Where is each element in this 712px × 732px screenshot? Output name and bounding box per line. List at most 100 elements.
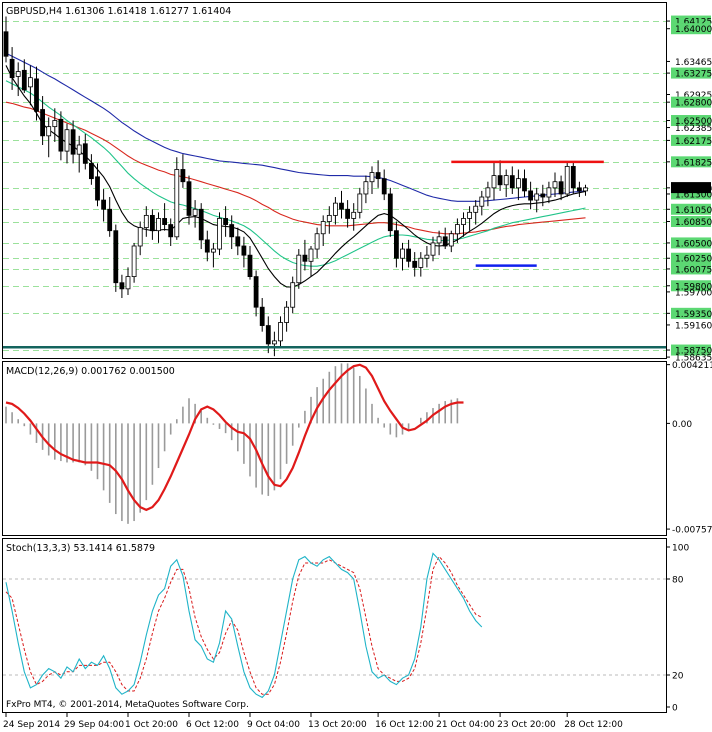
bull-candle[interactable] bbox=[436, 236, 442, 244]
bull-candle[interactable] bbox=[137, 227, 143, 247]
bear-candle[interactable] bbox=[21, 69, 27, 91]
bear-candle[interactable] bbox=[339, 202, 344, 210]
bear-candle[interactable] bbox=[40, 109, 45, 137]
bear-candle[interactable] bbox=[577, 187, 582, 192]
bull-candle[interactable] bbox=[418, 257, 424, 268]
bull-candle[interactable] bbox=[156, 218, 161, 232]
bull-candle[interactable] bbox=[174, 169, 180, 238]
bear-candle[interactable] bbox=[70, 129, 76, 155]
bear-candle[interactable] bbox=[89, 162, 94, 180]
price-level-tag bbox=[671, 96, 711, 108]
bull-candle[interactable] bbox=[278, 322, 283, 342]
bear-candle[interactable] bbox=[82, 143, 88, 164]
bear-candle[interactable] bbox=[558, 181, 564, 195]
bear-candle[interactable] bbox=[95, 176, 100, 201]
bear-candle[interactable] bbox=[101, 199, 106, 210]
bull-candle[interactable] bbox=[271, 340, 277, 345]
bull-candle[interactable] bbox=[430, 242, 436, 256]
bear-candle[interactable] bbox=[387, 193, 393, 232]
bear-candle[interactable] bbox=[223, 218, 229, 225]
bear-candle[interactable] bbox=[265, 325, 271, 345]
bull-candle[interactable] bbox=[534, 193, 540, 201]
bull-candle[interactable] bbox=[76, 144, 82, 155]
bear-candle[interactable] bbox=[570, 166, 576, 189]
bear-candle[interactable] bbox=[528, 190, 533, 201]
bull-candle[interactable] bbox=[192, 208, 198, 216]
bull-candle[interactable] bbox=[326, 214, 332, 222]
bear-candle[interactable] bbox=[34, 78, 39, 112]
bear-candle[interactable] bbox=[497, 175, 503, 186]
bear-candle[interactable] bbox=[442, 236, 448, 247]
bull-candle[interactable] bbox=[320, 221, 326, 235]
bull-candle[interactable] bbox=[424, 254, 430, 259]
candlesticks[interactable] bbox=[3, 16, 588, 357]
bear-candle[interactable] bbox=[186, 181, 192, 216]
bull-candle[interactable] bbox=[564, 166, 570, 195]
bear-candle[interactable] bbox=[149, 214, 155, 232]
bear-candle[interactable] bbox=[204, 239, 210, 253]
bear-candle[interactable] bbox=[241, 245, 247, 256]
bear-candle[interactable] bbox=[540, 193, 546, 198]
bull-candle[interactable] bbox=[314, 233, 320, 250]
bull-candle[interactable] bbox=[448, 233, 454, 247]
bull-candle[interactable] bbox=[64, 129, 70, 152]
bull-candle[interactable] bbox=[400, 248, 405, 259]
bull-candle[interactable] bbox=[491, 175, 497, 189]
bear-candle[interactable] bbox=[162, 218, 168, 225]
bull-candle[interactable] bbox=[290, 282, 296, 308]
bear-candle[interactable] bbox=[229, 224, 235, 238]
support-resistance-lines[interactable] bbox=[3, 160, 666, 349]
bull-candle[interactable] bbox=[461, 218, 466, 225]
bear-candle[interactable] bbox=[119, 282, 125, 290]
bull-candle[interactable] bbox=[284, 306, 290, 323]
bear-candle[interactable] bbox=[302, 254, 308, 262]
bear-candle[interactable] bbox=[509, 175, 515, 189]
bull-candle[interactable] bbox=[357, 193, 363, 213]
bull-candle[interactable] bbox=[369, 172, 375, 183]
bull-candle[interactable] bbox=[131, 245, 137, 277]
bull-candle[interactable] bbox=[217, 218, 222, 250]
bear-candle[interactable] bbox=[198, 208, 204, 241]
bear-candle[interactable] bbox=[259, 306, 265, 326]
bull-candle[interactable] bbox=[503, 175, 509, 186]
bear-candle[interactable] bbox=[168, 224, 174, 238]
bear-candle[interactable] bbox=[58, 118, 64, 152]
bear-candle[interactable] bbox=[412, 260, 418, 268]
bear-candle[interactable] bbox=[247, 254, 253, 277]
bear-candle[interactable] bbox=[522, 178, 527, 192]
stoch-panel-title: Stoch(13,3,3) 53.1414 61.5879 bbox=[6, 543, 155, 554]
bull-candle[interactable] bbox=[546, 187, 552, 198]
bear-candle[interactable] bbox=[253, 276, 259, 308]
bull-candle[interactable] bbox=[210, 248, 216, 253]
bull-candle[interactable] bbox=[583, 187, 588, 192]
bull-candle[interactable] bbox=[552, 181, 558, 189]
bear-candle[interactable] bbox=[375, 172, 381, 180]
bull-candle[interactable] bbox=[473, 205, 479, 213]
bull-candle[interactable] bbox=[52, 120, 58, 128]
bull-candle[interactable] bbox=[479, 196, 485, 207]
bear-candle[interactable] bbox=[393, 230, 399, 259]
bull-candle[interactable] bbox=[516, 178, 521, 189]
bear-candle[interactable] bbox=[107, 208, 113, 232]
bear-candle[interactable] bbox=[9, 58, 15, 79]
bull-candle[interactable] bbox=[125, 276, 131, 290]
bull-candle[interactable] bbox=[143, 214, 149, 229]
bull-candle[interactable] bbox=[454, 224, 460, 235]
bear-candle[interactable] bbox=[345, 208, 351, 219]
bull-candle[interactable] bbox=[46, 126, 52, 137]
bull-candle[interactable] bbox=[308, 248, 314, 262]
bull-candle[interactable] bbox=[467, 211, 473, 219]
bear-candle[interactable] bbox=[3, 31, 9, 57]
bull-candle[interactable] bbox=[363, 181, 369, 195]
bull-candle[interactable] bbox=[351, 211, 357, 219]
bear-candle[interactable] bbox=[406, 248, 412, 262]
bull-candle[interactable] bbox=[332, 202, 338, 216]
bear-candle[interactable] bbox=[113, 230, 119, 284]
bull-candle[interactable] bbox=[485, 187, 491, 198]
bull-candle[interactable] bbox=[296, 254, 302, 284]
bear-candle[interactable] bbox=[180, 169, 186, 183]
bull-candle[interactable] bbox=[27, 77, 33, 88]
bear-candle[interactable] bbox=[235, 236, 241, 247]
bull-candle[interactable] bbox=[15, 71, 21, 77]
bear-candle[interactable] bbox=[381, 178, 387, 195]
